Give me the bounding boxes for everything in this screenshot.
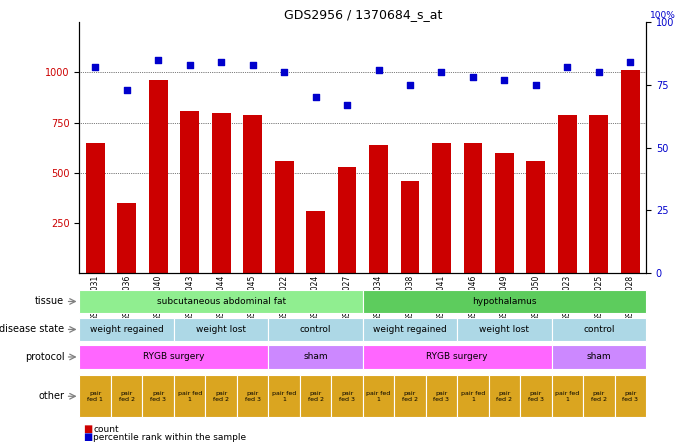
Bar <box>495 153 514 273</box>
Point <box>531 81 542 88</box>
Text: pair
fed 2: pair fed 2 <box>402 391 418 402</box>
Bar <box>117 203 136 273</box>
Title: GDS2956 / 1370684_s_at: GDS2956 / 1370684_s_at <box>283 8 442 21</box>
Text: weight lost: weight lost <box>196 325 246 334</box>
Text: weight regained: weight regained <box>373 325 447 334</box>
Text: disease state: disease state <box>0 325 64 334</box>
Point <box>404 81 415 88</box>
Text: RYGB surgery: RYGB surgery <box>426 353 488 361</box>
Bar <box>369 145 388 273</box>
Bar <box>589 115 608 273</box>
Bar <box>432 143 451 273</box>
Text: hypothalamus: hypothalamus <box>472 297 537 306</box>
Bar <box>149 80 168 273</box>
Point <box>467 74 478 81</box>
Text: weight regained: weight regained <box>90 325 164 334</box>
Bar <box>274 161 294 273</box>
Point <box>216 59 227 66</box>
Point <box>184 61 195 68</box>
Text: 100%: 100% <box>650 11 675 20</box>
Point <box>436 69 447 76</box>
Text: pair
fed 3: pair fed 3 <box>245 391 261 402</box>
Bar <box>211 112 231 273</box>
Point <box>625 59 636 66</box>
Text: pair
fed 2: pair fed 2 <box>119 391 135 402</box>
Text: control: control <box>583 325 614 334</box>
Point <box>310 94 321 101</box>
Text: protocol: protocol <box>25 352 64 362</box>
Text: pair fed
1: pair fed 1 <box>178 391 202 402</box>
Text: pair
fed 2: pair fed 2 <box>213 391 229 402</box>
Text: other: other <box>38 391 64 401</box>
Text: pair
fed 1: pair fed 1 <box>87 391 103 402</box>
Bar <box>180 111 199 273</box>
Text: pair
fed 3: pair fed 3 <box>433 391 449 402</box>
Point <box>247 61 258 68</box>
Point <box>278 69 290 76</box>
Text: pair fed
1: pair fed 1 <box>556 391 580 402</box>
Bar <box>243 115 262 273</box>
Text: ■: ■ <box>83 432 92 442</box>
Text: pair
fed 3: pair fed 3 <box>623 391 638 402</box>
Point <box>121 87 132 94</box>
Point <box>562 64 573 71</box>
Text: control: control <box>300 325 331 334</box>
Text: pair fed
1: pair fed 1 <box>272 391 296 402</box>
Text: pair fed
1: pair fed 1 <box>461 391 485 402</box>
Text: pair fed
1: pair fed 1 <box>366 391 390 402</box>
Point <box>373 66 384 73</box>
Point <box>499 76 510 83</box>
Bar <box>527 161 545 273</box>
Point <box>153 56 164 63</box>
Text: pair
fed 3: pair fed 3 <box>339 391 355 402</box>
Text: pair
fed 3: pair fed 3 <box>528 391 544 402</box>
Text: pair
fed 2: pair fed 2 <box>591 391 607 402</box>
Text: pair
fed 2: pair fed 2 <box>307 391 323 402</box>
Text: tissue: tissue <box>35 297 64 306</box>
Text: subcutaneous abdominal fat: subcutaneous abdominal fat <box>157 297 285 306</box>
Bar <box>86 143 104 273</box>
Point <box>341 101 352 108</box>
Text: pair
fed 2: pair fed 2 <box>496 391 513 402</box>
Text: count: count <box>93 425 119 434</box>
Bar <box>558 115 577 273</box>
Point <box>90 64 101 71</box>
Bar <box>306 211 325 273</box>
Text: percentile rank within the sample: percentile rank within the sample <box>93 433 247 442</box>
Bar <box>621 70 640 273</box>
Text: pair
fed 3: pair fed 3 <box>150 391 166 402</box>
Text: RYGB surgery: RYGB surgery <box>143 353 205 361</box>
Text: sham: sham <box>303 353 328 361</box>
Text: sham: sham <box>587 353 611 361</box>
Text: ■: ■ <box>83 424 92 434</box>
Point <box>594 69 605 76</box>
Bar <box>338 166 357 273</box>
Text: weight lost: weight lost <box>480 325 529 334</box>
Bar <box>464 143 482 273</box>
Bar <box>401 181 419 273</box>
